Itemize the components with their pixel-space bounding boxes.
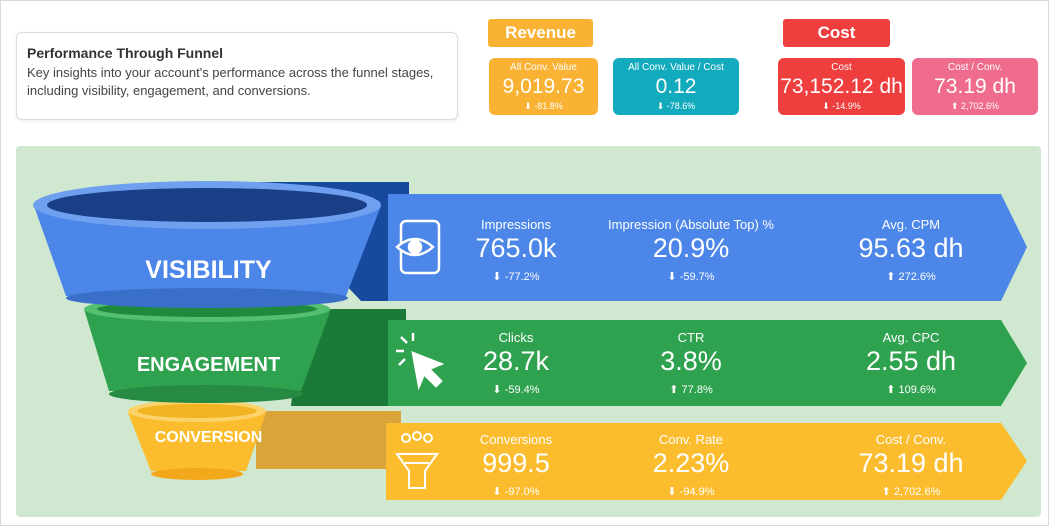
cost-per-conv-card[interactable]: Cost / Conv. 73.19 dh ⬆ 2,702.6%	[912, 58, 1038, 115]
all-conv-value-card[interactable]: All Conv. Value 9,019.73 ⬇ -81.8%	[489, 58, 598, 115]
page-title: Performance Through Funnel	[27, 45, 224, 61]
conversion-ribbon	[256, 411, 401, 469]
avg-cpc-change: ⬆ 109.6%	[886, 384, 936, 396]
avg-cpm-change: ⬆ 272.6%	[886, 271, 936, 283]
conversion-bar	[386, 423, 1027, 500]
impression-abs-top-value: 20.9%	[652, 233, 730, 263]
clicks-label: Clicks	[498, 330, 534, 345]
ctr-change: ⬆ 77.8%	[669, 384, 713, 396]
card-change: ⬆ 2,702.6%	[950, 101, 1000, 111]
visibility-bar	[388, 194, 1027, 301]
card-change: ⬇ -81.8%	[524, 101, 563, 111]
cost-card[interactable]: Cost 73,152.12 dh ⬇ -14.9%	[778, 58, 905, 115]
visibility-cone-rim	[47, 188, 367, 222]
impressions-value: 765.0k	[475, 233, 557, 263]
ctr-label: CTR	[677, 330, 705, 345]
card-change: ⬇ -14.9%	[822, 101, 861, 111]
cost-header: Cost	[783, 19, 890, 47]
stage-visibility: VISIBILITY	[145, 256, 272, 284]
cost-per-conv-label: Cost / Conv.	[875, 432, 947, 447]
clicks-value: 28.7k	[482, 346, 550, 376]
conversion-cone-rim	[137, 404, 257, 418]
engagement-cone-bottom	[109, 385, 303, 403]
card-value: 73.19 dh	[934, 75, 1016, 98]
intro-card: Performance Through Funnel Key insights …	[16, 32, 458, 120]
conv-rate-value: 2.23%	[652, 448, 730, 478]
visibility-cone	[34, 206, 381, 296]
impression-abs-top-change: ⬇ -59.7%	[667, 271, 715, 283]
ctr-value: 3.8%	[660, 346, 722, 376]
impression-abs-top-label: Impression (Absolute Top) %	[608, 217, 774, 232]
clicks-change: ⬇ -59.4%	[492, 384, 540, 396]
card-label: All Conv. Value	[510, 62, 577, 73]
card-value: 0.12	[655, 75, 697, 98]
card-label: Cost	[831, 62, 852, 73]
cursor-click-icon	[396, 333, 445, 391]
card-value: 9,019.73	[502, 75, 585, 98]
impressions-change: ⬇ -77.2%	[492, 271, 540, 283]
conv-rate-label: Conv. Rate	[658, 432, 724, 447]
card-label: Cost / Conv.	[947, 62, 1003, 73]
cost-per-conv-value: 73.19 dh	[858, 448, 964, 478]
impressions-label: Impressions	[480, 217, 552, 232]
engagement-cone	[84, 309, 331, 391]
conv-value-per-cost-card[interactable]: All Conv. Value / Cost 0.12 ⬇ -78.6%	[613, 58, 739, 115]
card-value: 73,152.12 dh	[780, 75, 903, 98]
conversions-change: ⬇ -97.0%	[492, 486, 540, 498]
revenue-header: Revenue	[488, 19, 593, 47]
avg-cpm-value: 95.63 dh	[858, 233, 964, 263]
card-label: All Conv. Value / Cost	[628, 62, 724, 73]
avg-cpm-label: Avg. CPM	[881, 217, 941, 232]
conversion-cone-bottom	[151, 468, 243, 480]
conv-rate-change: ⬇ -94.9%	[667, 486, 715, 498]
conversions-value: 999.5	[482, 448, 550, 478]
stage-engagement: ENGAGEMENT	[136, 354, 281, 376]
avg-cpc-value: 2.55 dh	[865, 346, 957, 376]
card-change: ⬇ -78.6%	[656, 101, 696, 111]
conversions-label: Conversions	[479, 432, 553, 447]
avg-cpc-label: Avg. CPC	[882, 330, 940, 345]
conversion-cone	[128, 413, 266, 471]
stage-conversion: CONVERSION	[154, 429, 263, 446]
page-description: Key insights into your account's perform…	[27, 65, 434, 98]
eye-phone-icon	[395, 219, 441, 275]
engagement-bar	[388, 320, 1027, 406]
cost-per-conv-change: ⬆ 2,702.6%	[881, 486, 941, 498]
visibility-cone-bottom	[66, 288, 348, 308]
group-funnel-icon	[395, 431, 439, 489]
